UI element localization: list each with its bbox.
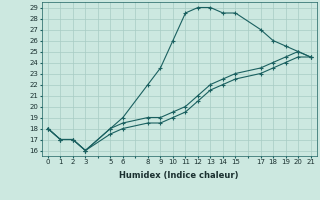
X-axis label: Humidex (Indice chaleur): Humidex (Indice chaleur) (119, 171, 239, 180)
